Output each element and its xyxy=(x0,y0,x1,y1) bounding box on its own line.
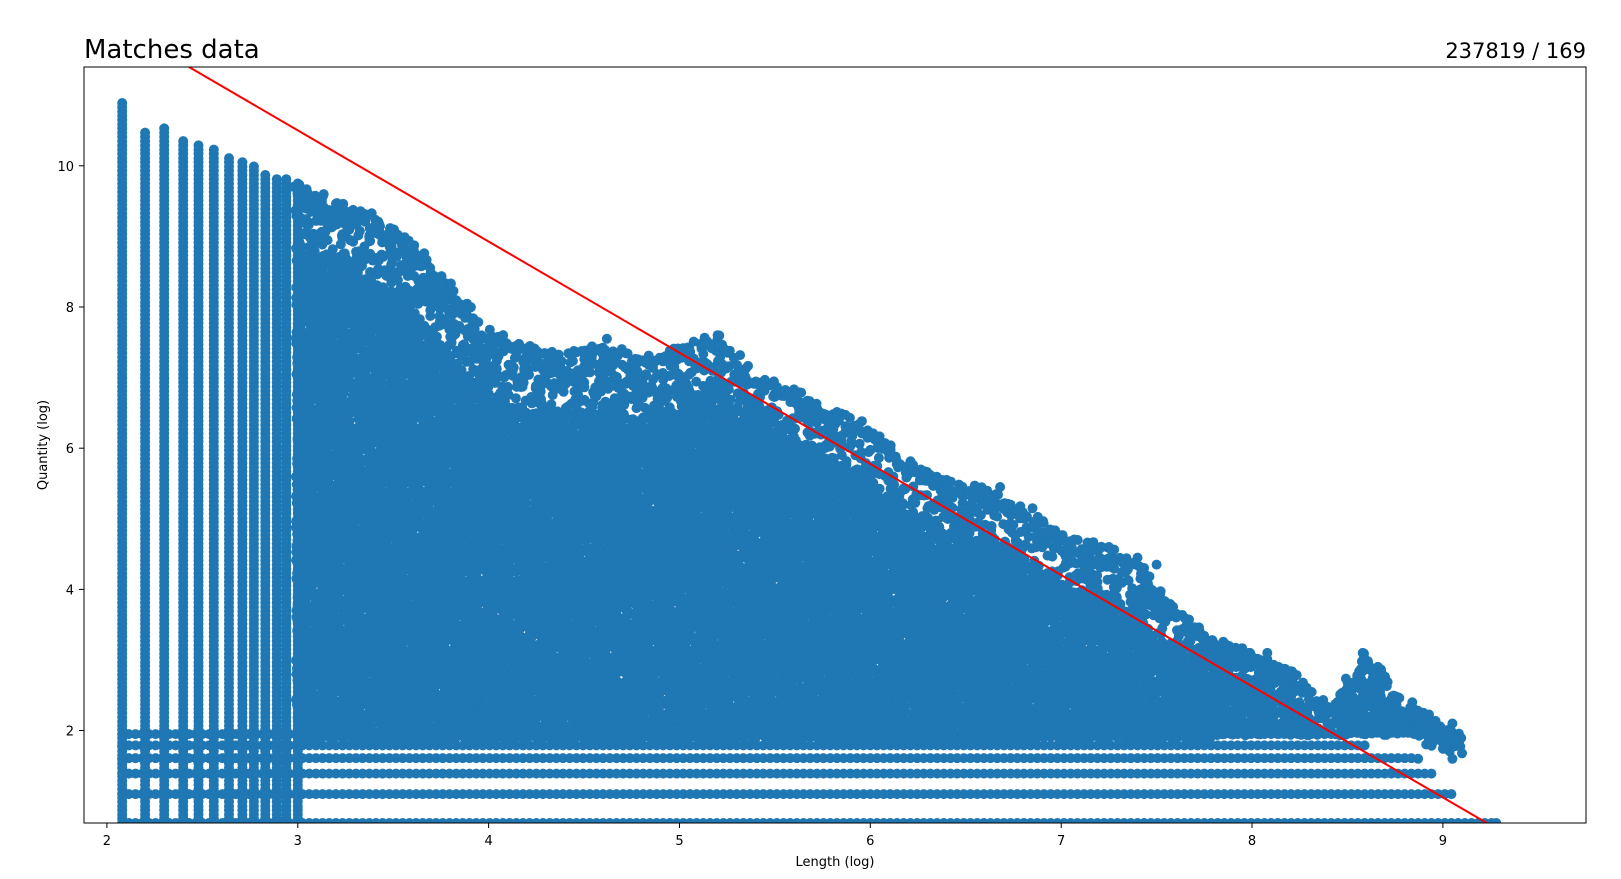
scatter-point xyxy=(1426,768,1437,779)
scatter-point xyxy=(364,236,375,247)
scatter-point xyxy=(117,98,128,108)
scatter-point xyxy=(317,191,328,202)
scatter-point xyxy=(178,136,189,147)
scatter-point xyxy=(140,127,151,138)
scatter-point xyxy=(281,174,292,185)
scatter-point xyxy=(301,214,312,225)
scatter-point xyxy=(237,157,248,168)
scatter-point xyxy=(159,123,170,134)
scatter-point xyxy=(1446,789,1457,800)
scatter-point xyxy=(342,222,353,233)
scatter-point xyxy=(339,248,350,259)
scatter-point xyxy=(193,140,204,151)
scatter-point xyxy=(353,230,364,241)
points-layer xyxy=(117,98,1502,823)
scatter-point xyxy=(224,153,234,164)
scatter-point xyxy=(248,161,259,172)
scatter-point xyxy=(208,144,219,155)
scatter-point xyxy=(336,262,347,273)
scatter-point xyxy=(260,170,271,180)
scatter-point xyxy=(271,174,282,185)
scatter-point xyxy=(322,235,333,246)
